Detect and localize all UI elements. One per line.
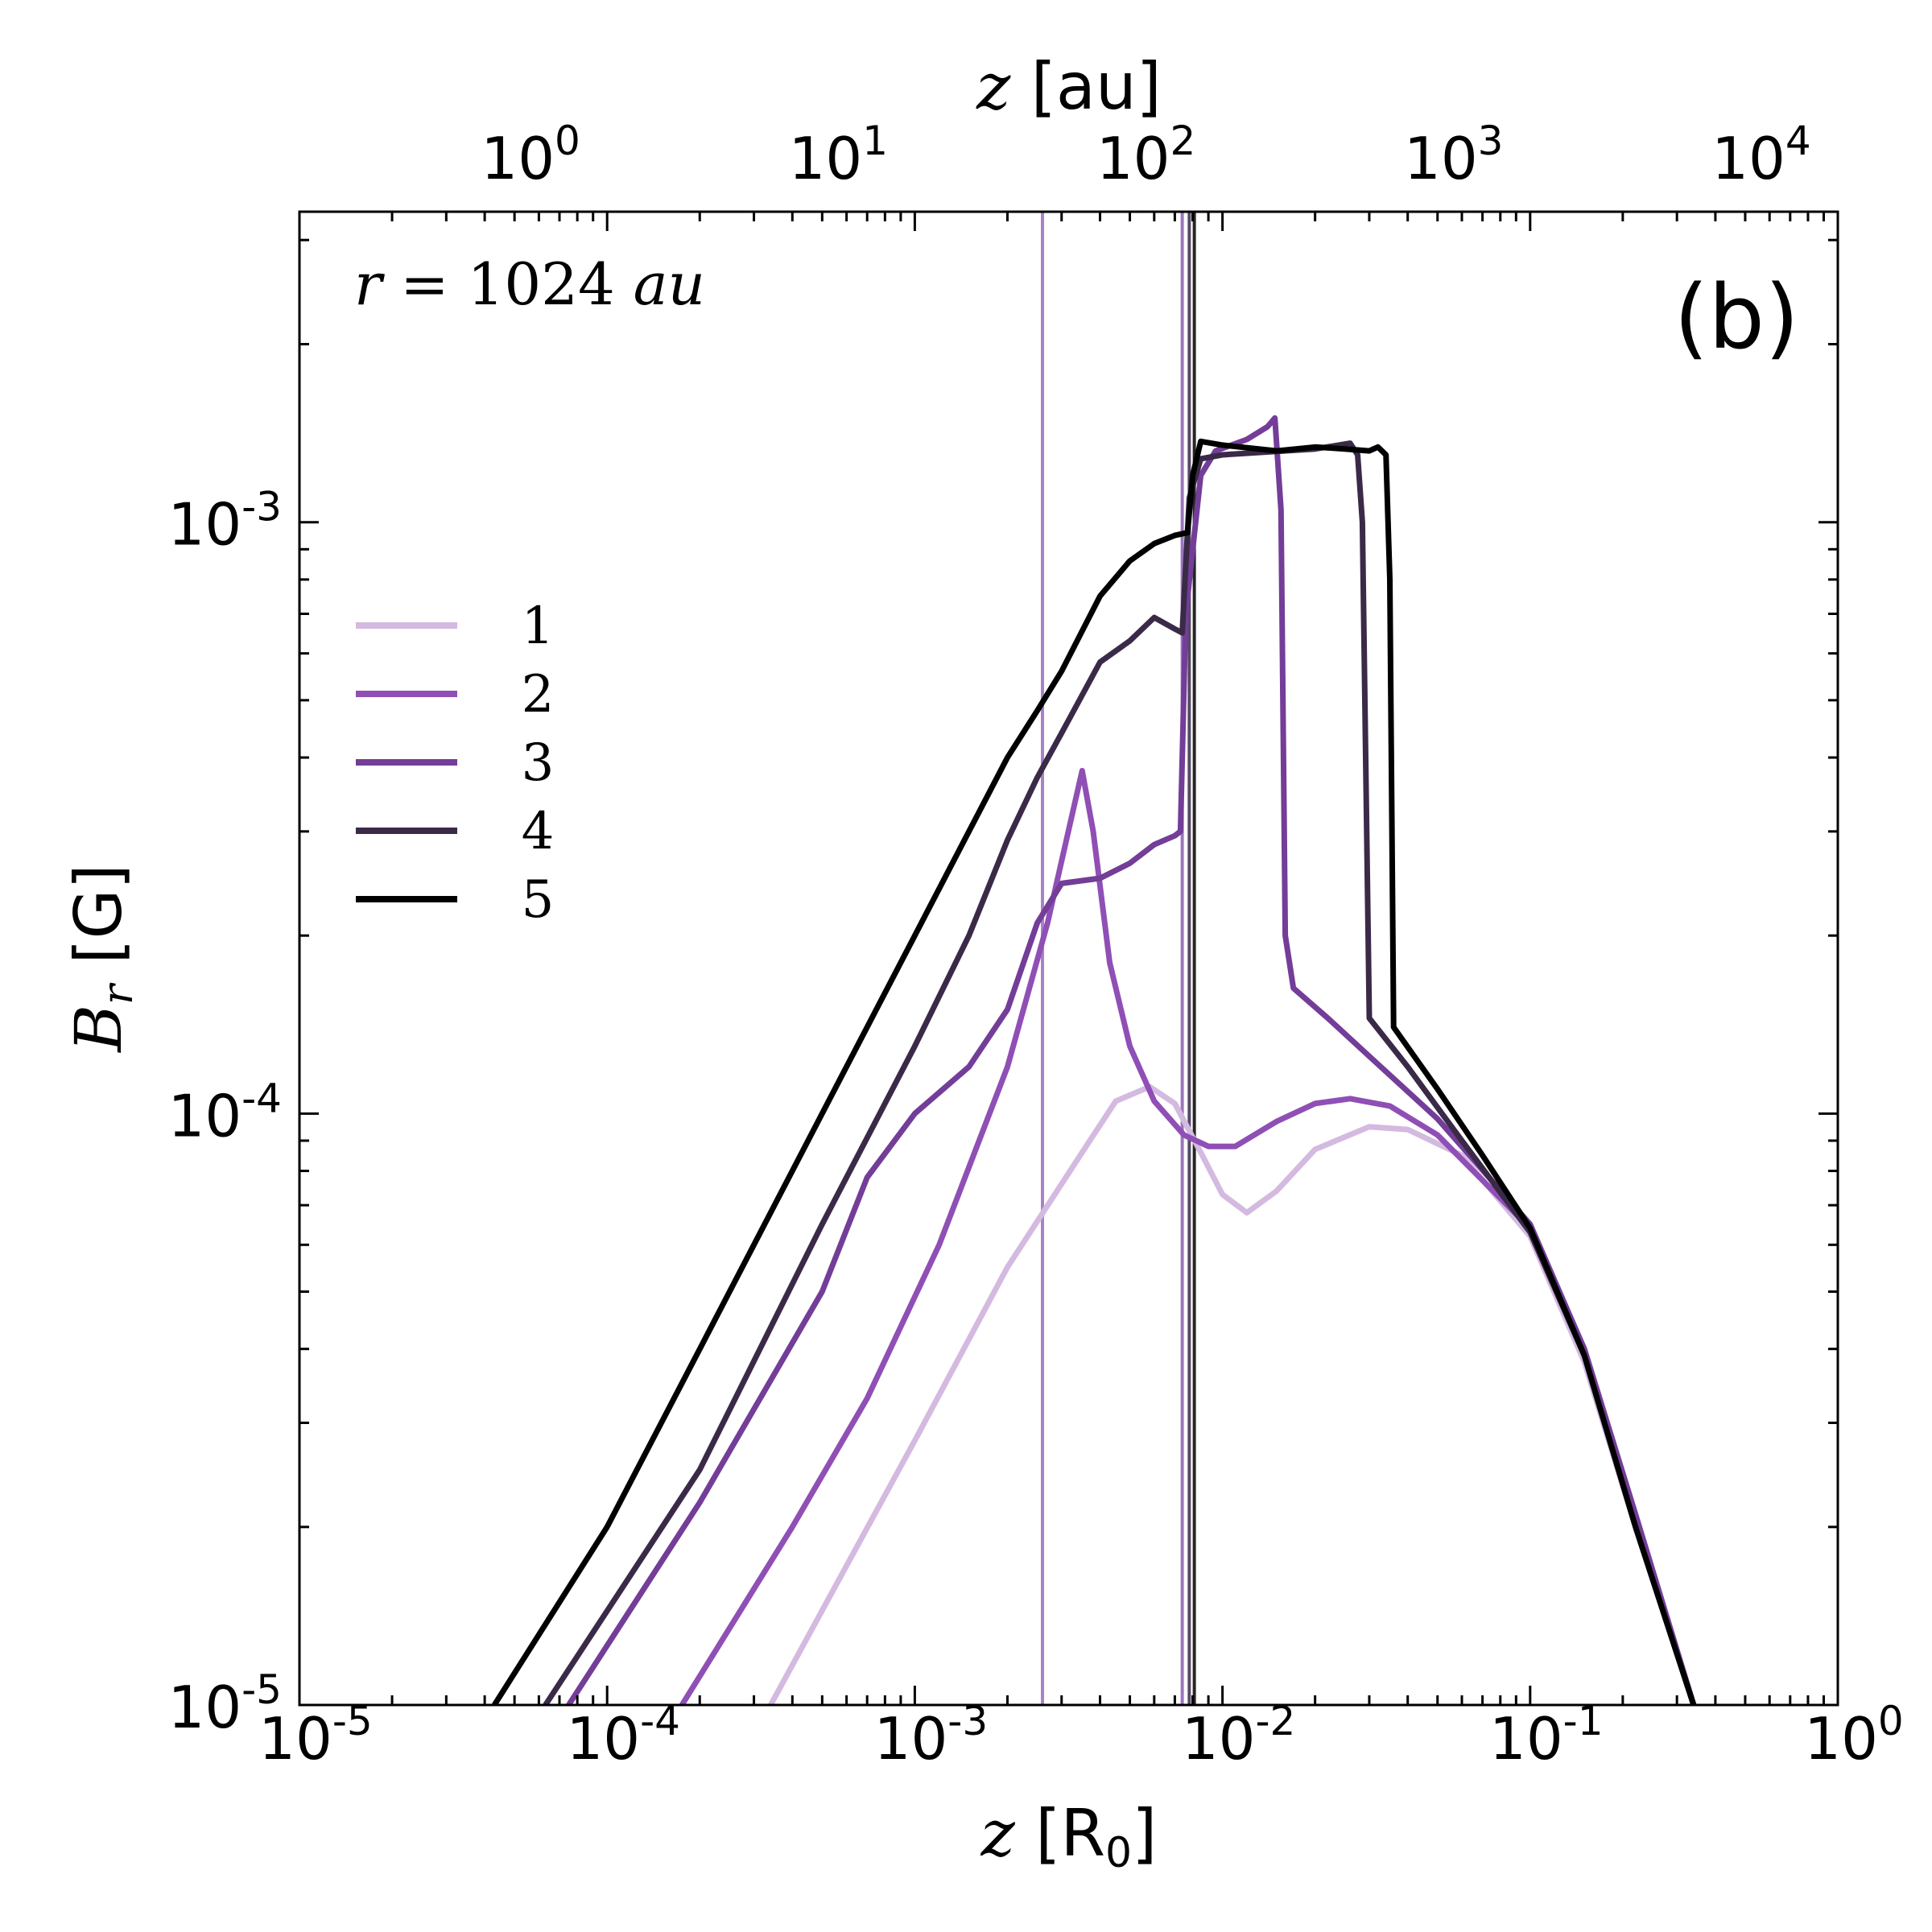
top-x-tick-label: 100 bbox=[481, 118, 580, 192]
y-tick-label: 10-4 bbox=[168, 1075, 282, 1150]
legend-label-1: 1 bbox=[522, 597, 555, 656]
y-axis-label: Br [G] bbox=[61, 864, 142, 1054]
series-line-1 bbox=[768, 1084, 1697, 1705]
axis-ticks bbox=[298, 212, 1839, 1707]
x-tick-label: 10-3 bbox=[874, 1698, 988, 1773]
x-tick-label: 100 bbox=[1804, 1698, 1903, 1773]
axis-tick-labels: 10-5 10-4 10-3 10-2 10-1 100 10-5 10-4 10-3 100 10… bbox=[168, 118, 1904, 1773]
vertical-marker-lines bbox=[1041, 212, 1196, 1705]
panel-label: (b) bbox=[1674, 266, 1799, 369]
series-line-5 bbox=[492, 438, 1697, 1705]
y-tick-label: 10-5 bbox=[168, 1666, 282, 1741]
top-x-axis-label: z [au] bbox=[976, 49, 1162, 124]
top-x-tick-label: 102 bbox=[1096, 118, 1195, 192]
series-line-3 bbox=[566, 415, 1697, 1705]
top-x-tick-label: 103 bbox=[1404, 118, 1503, 192]
legend-label-5: 5 bbox=[522, 870, 555, 930]
top-x-tick-label: 101 bbox=[789, 118, 888, 192]
x-tick-label: 10-1 bbox=[1489, 1698, 1603, 1773]
plot-frame bbox=[298, 210, 1839, 1707]
legend-label-4: 4 bbox=[522, 802, 555, 861]
radius-annotation: r = 1024 au bbox=[354, 250, 705, 318]
top-x-tick-label: 104 bbox=[1711, 118, 1810, 192]
legend-label-2: 2 bbox=[522, 665, 555, 724]
y-tick-label: 10-3 bbox=[168, 484, 282, 559]
series-line-2 bbox=[679, 767, 1697, 1705]
series-line-4 bbox=[543, 440, 1697, 1705]
x-axis-label: z [R0] bbox=[980, 1796, 1158, 1877]
x-tick-label: 10-5 bbox=[258, 1698, 372, 1773]
legend-label-3: 3 bbox=[522, 733, 555, 793]
series-group bbox=[492, 415, 1697, 1705]
legend: 1 2 3 4 5 bbox=[356, 597, 554, 930]
x-tick-label: 10-4 bbox=[566, 1698, 679, 1773]
x-tick-label: 10-2 bbox=[1182, 1698, 1295, 1773]
